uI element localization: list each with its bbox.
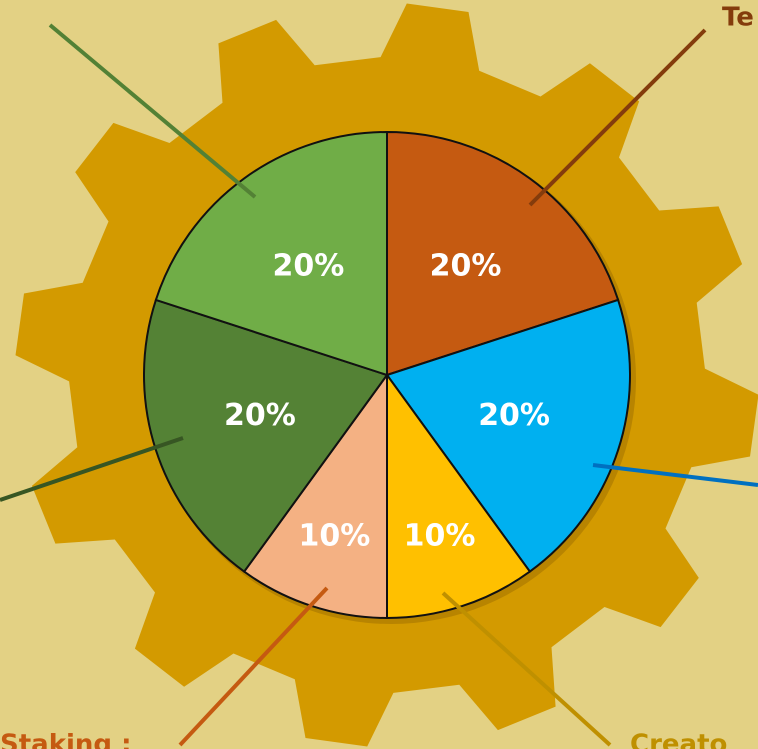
value-label: 10% [299, 518, 371, 553]
category-label: Staking : [0, 730, 131, 749]
category-label: Te [722, 3, 754, 33]
category-label: Creato [630, 730, 727, 749]
chart: 20% Te 20% 10% Creato 10% Staking : 20% 20% [0, 0, 758, 749]
value-label: 20% [430, 248, 502, 283]
page: 20%Te20%10%Creato10%Staking :20%20% (() … [0, 0, 758, 749]
value-label: 20% [478, 398, 550, 433]
value-label: 20% [224, 398, 296, 433]
value-label: 20% [273, 248, 345, 283]
value-label: 10% [404, 518, 476, 553]
